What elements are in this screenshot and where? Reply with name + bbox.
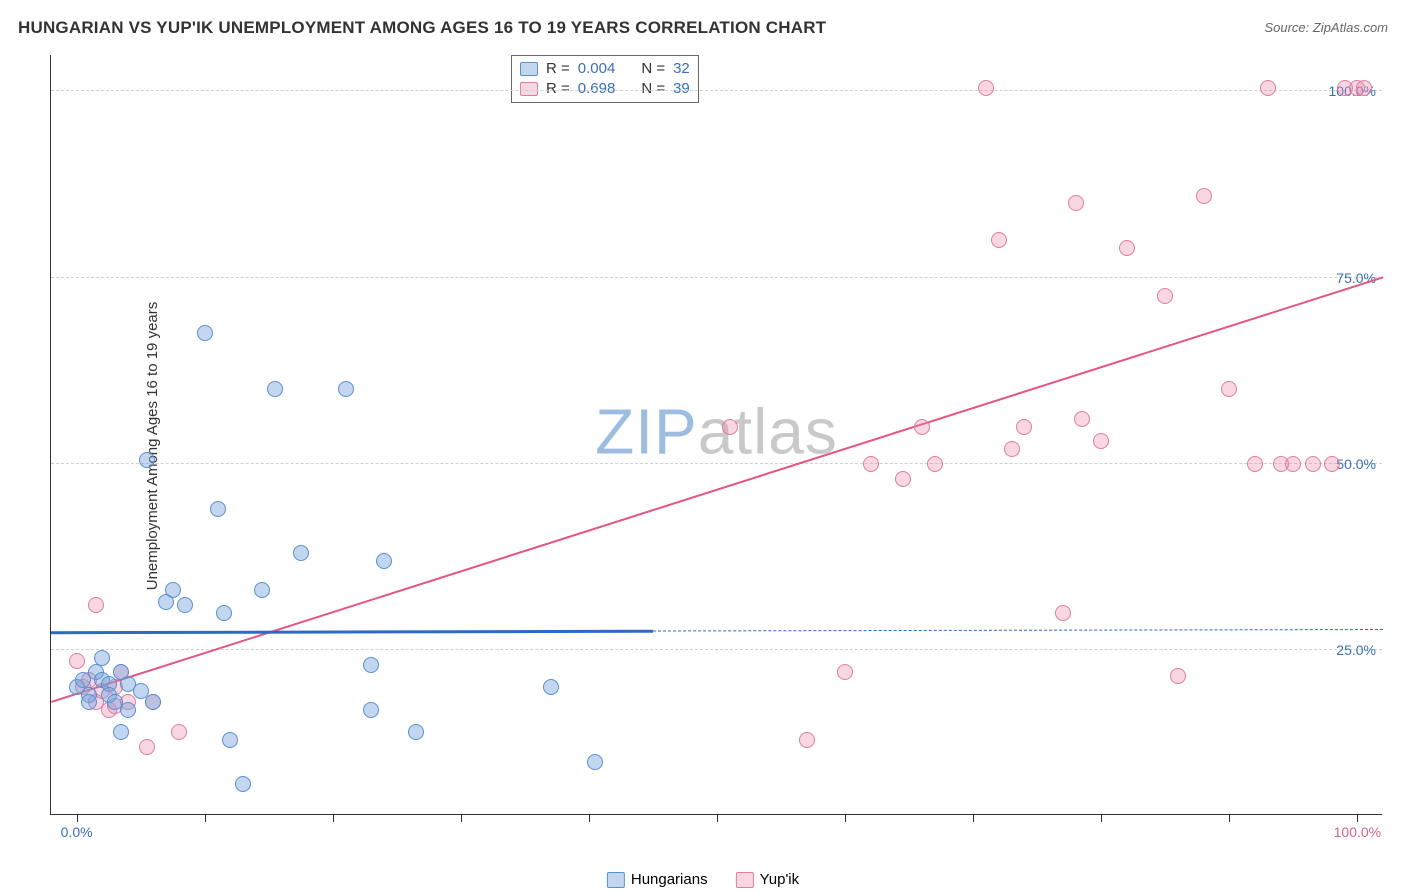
data-point-hungarians <box>94 650 110 666</box>
data-point-yupik <box>1119 240 1135 256</box>
data-point-yupik <box>1196 188 1212 204</box>
data-point-yupik <box>1285 456 1301 472</box>
data-point-hungarians <box>165 582 181 598</box>
data-point-yupik <box>1221 381 1237 397</box>
bottom-legend: Hungarians Yup'ik <box>607 871 799 888</box>
gridline <box>51 277 1382 278</box>
trend-line <box>51 629 653 633</box>
data-point-hungarians <box>210 501 226 517</box>
data-point-yupik <box>1055 605 1071 621</box>
x-tick <box>717 814 718 822</box>
data-point-yupik <box>991 232 1007 248</box>
x-tick <box>1229 814 1230 822</box>
data-point-hungarians <box>376 553 392 569</box>
data-point-yupik <box>1004 441 1020 457</box>
trend-line <box>51 277 1384 704</box>
x-tick <box>333 814 334 822</box>
x-tick <box>461 814 462 822</box>
data-point-yupik <box>978 80 994 96</box>
data-point-yupik <box>1093 433 1109 449</box>
x-tick-label: 100.0% <box>1334 824 1381 840</box>
x-tick <box>205 814 206 822</box>
n-label: N = <box>641 79 665 99</box>
x-tick <box>1357 814 1358 822</box>
gridline <box>51 463 1382 464</box>
legend-label-hungarians: Hungarians <box>631 871 708 888</box>
x-tick <box>1101 814 1102 822</box>
data-point-hungarians <box>363 657 379 673</box>
n-value-yupik: 39 <box>673 79 690 99</box>
data-point-yupik <box>1074 411 1090 427</box>
data-point-hungarians <box>216 605 232 621</box>
data-point-hungarians <box>338 381 354 397</box>
data-point-hungarians <box>222 732 238 748</box>
data-point-yupik <box>1324 456 1340 472</box>
data-point-hungarians <box>408 724 424 740</box>
swatch-yupik <box>520 82 538 96</box>
data-point-hungarians <box>235 776 251 792</box>
data-point-hungarians <box>293 545 309 561</box>
n-value-hungarians: 32 <box>673 59 690 79</box>
legend-label-yupik: Yup'ik <box>760 871 800 888</box>
data-point-yupik <box>1170 668 1186 684</box>
legend-swatch-hungarians <box>607 872 625 888</box>
data-point-yupik <box>1068 195 1084 211</box>
swatch-hungarians <box>520 62 538 76</box>
x-tick <box>77 814 78 822</box>
data-point-yupik <box>1305 456 1321 472</box>
y-tick-label: 50.0% <box>1336 456 1376 472</box>
data-point-hungarians <box>197 325 213 341</box>
source-attribution: Source: ZipAtlas.com <box>1264 20 1388 35</box>
x-tick <box>845 814 846 822</box>
watermark: ZIPatlas <box>595 394 838 468</box>
data-point-yupik <box>1157 288 1173 304</box>
data-point-hungarians <box>254 582 270 598</box>
stats-row-yupik: R = 0.698 N = 39 <box>520 79 690 99</box>
data-point-yupik <box>139 739 155 755</box>
data-point-hungarians <box>139 452 155 468</box>
legend-swatch-yupik <box>736 872 754 888</box>
data-point-yupik <box>1356 80 1372 96</box>
x-tick <box>973 814 974 822</box>
data-point-yupik <box>927 456 943 472</box>
data-point-yupik <box>722 419 738 435</box>
data-point-hungarians <box>587 754 603 770</box>
trend-line <box>653 629 1383 631</box>
data-point-hungarians <box>120 702 136 718</box>
data-point-yupik <box>1260 80 1276 96</box>
n-label: N = <box>641 59 665 79</box>
data-point-yupik <box>799 732 815 748</box>
data-point-yupik <box>1016 419 1032 435</box>
data-point-yupik <box>863 456 879 472</box>
data-point-hungarians <box>145 694 161 710</box>
data-point-hungarians <box>113 724 129 740</box>
r-value-yupik: 0.698 <box>578 79 616 99</box>
scatter-plot-area: ZIPatlas R = 0.004 N = 32 R = 0.698 N = … <box>50 55 1382 815</box>
x-tick <box>589 814 590 822</box>
r-label: R = <box>546 59 570 79</box>
data-point-yupik <box>88 597 104 613</box>
gridline <box>51 90 1382 91</box>
data-point-hungarians <box>177 597 193 613</box>
y-tick-label: 75.0% <box>1336 270 1376 286</box>
data-point-yupik <box>171 724 187 740</box>
data-point-yupik <box>914 419 930 435</box>
data-point-hungarians <box>267 381 283 397</box>
data-point-hungarians <box>543 679 559 695</box>
chart-title: HUNGARIAN VS YUP'IK UNEMPLOYMENT AMONG A… <box>18 18 826 38</box>
stats-row-hungarians: R = 0.004 N = 32 <box>520 59 690 79</box>
data-point-yupik <box>69 653 85 669</box>
y-tick-label: 25.0% <box>1336 642 1376 658</box>
data-point-yupik <box>1247 456 1263 472</box>
data-point-hungarians <box>363 702 379 718</box>
gridline <box>51 649 1382 650</box>
r-label: R = <box>546 79 570 99</box>
data-point-yupik <box>895 471 911 487</box>
correlation-stats-box: R = 0.004 N = 32 R = 0.698 N = 39 <box>511 55 699 103</box>
x-tick-label: 0.0% <box>61 824 93 840</box>
data-point-yupik <box>837 664 853 680</box>
data-point-hungarians <box>81 694 97 710</box>
r-value-hungarians: 0.004 <box>578 59 616 79</box>
